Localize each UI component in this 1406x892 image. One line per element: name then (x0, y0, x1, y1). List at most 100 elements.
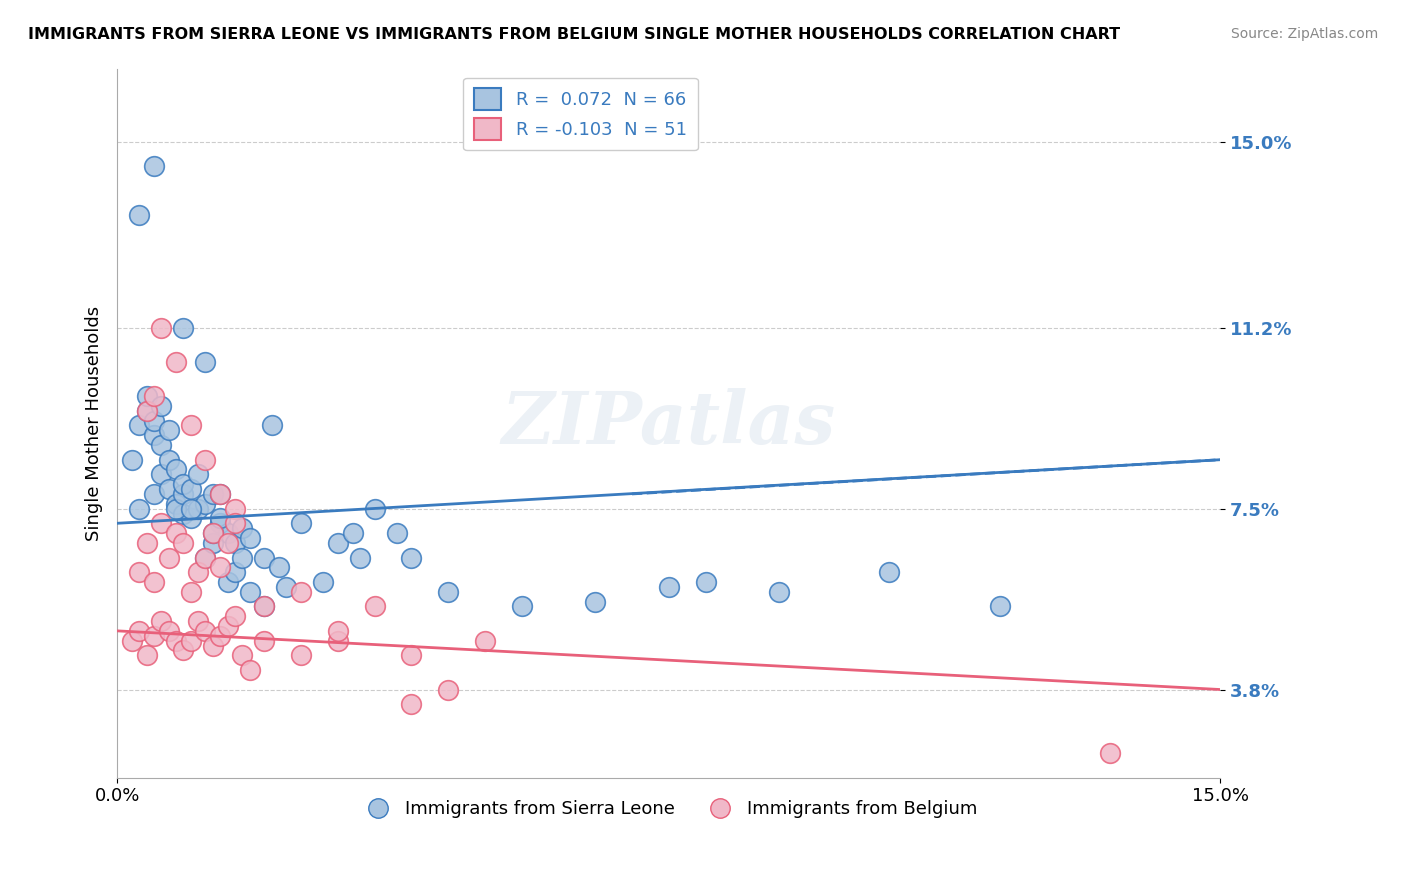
Point (172, 643, 194, 657)
Point (267, 560, 290, 574)
Point (326, 633, 349, 648)
Point (988, 599, 1011, 614)
Point (128, 208, 150, 222)
Point (194, 497, 217, 511)
Point (201, 526, 224, 541)
Point (187, 614, 209, 628)
Point (474, 633, 496, 648)
Point (290, 648, 312, 663)
Point (401, 648, 423, 663)
Point (290, 516, 312, 531)
Point (201, 526, 224, 541)
Point (143, 159, 166, 173)
Point (135, 389, 157, 403)
Point (135, 648, 157, 663)
Point (239, 584, 262, 599)
Point (180, 418, 202, 433)
Point (165, 501, 187, 516)
Point (217, 526, 239, 541)
Point (121, 633, 143, 648)
Point (150, 438, 173, 452)
Point (253, 599, 276, 614)
Point (658, 580, 681, 594)
Point (201, 639, 224, 653)
Point (253, 599, 276, 614)
Point (143, 414, 166, 428)
Point (209, 560, 232, 574)
Text: Source: ZipAtlas.com: Source: ZipAtlas.com (1230, 27, 1378, 41)
Point (437, 682, 460, 697)
Point (135, 404, 157, 418)
Y-axis label: Single Mother Households: Single Mother Households (86, 305, 103, 541)
Point (172, 487, 194, 501)
Text: ZIPatlas: ZIPatlas (502, 387, 835, 458)
Point (194, 624, 217, 638)
Point (150, 516, 173, 531)
Point (209, 511, 232, 525)
Point (172, 477, 194, 491)
Point (172, 320, 194, 334)
Point (143, 487, 166, 501)
Point (879, 565, 901, 579)
Point (224, 536, 246, 550)
Point (231, 550, 253, 565)
Point (239, 663, 262, 677)
Point (172, 536, 194, 550)
Point (239, 531, 262, 545)
Point (180, 482, 202, 496)
Point (172, 507, 194, 521)
Point (224, 565, 246, 579)
Point (143, 629, 166, 643)
Point (187, 467, 209, 482)
Point (157, 482, 180, 496)
Point (194, 550, 217, 565)
Point (150, 399, 173, 413)
Point (217, 536, 239, 550)
Point (349, 550, 371, 565)
Point (180, 633, 202, 648)
Point (201, 487, 224, 501)
Point (583, 594, 606, 608)
Point (260, 418, 283, 433)
Point (150, 467, 173, 482)
Point (187, 565, 209, 579)
Point (312, 574, 335, 589)
Point (165, 633, 187, 648)
Point (180, 501, 202, 516)
Point (363, 599, 385, 614)
Point (187, 501, 209, 516)
Point (385, 526, 408, 541)
Point (201, 536, 224, 550)
Point (768, 584, 790, 599)
Point (217, 574, 239, 589)
Point (143, 428, 166, 442)
Point (165, 462, 187, 476)
Point (342, 526, 364, 541)
Point (165, 526, 187, 541)
Point (224, 609, 246, 624)
Point (695, 574, 717, 589)
Point (128, 624, 150, 638)
Point (253, 550, 276, 565)
Point (363, 501, 385, 516)
Legend: Immigrants from Sierra Leone, Immigrants from Belgium: Immigrants from Sierra Leone, Immigrants… (353, 793, 984, 825)
Point (209, 487, 232, 501)
Point (326, 624, 349, 638)
Point (165, 497, 187, 511)
Point (231, 521, 253, 535)
Point (165, 355, 187, 369)
Point (209, 516, 232, 531)
Point (157, 624, 180, 638)
Point (135, 536, 157, 550)
Point (401, 550, 423, 565)
Point (157, 423, 180, 437)
Point (209, 487, 232, 501)
Point (276, 580, 298, 594)
Point (194, 550, 217, 565)
Point (135, 404, 157, 418)
Point (180, 584, 202, 599)
Point (194, 452, 217, 467)
Point (224, 501, 246, 516)
Point (1099, 746, 1122, 760)
Point (326, 536, 349, 550)
